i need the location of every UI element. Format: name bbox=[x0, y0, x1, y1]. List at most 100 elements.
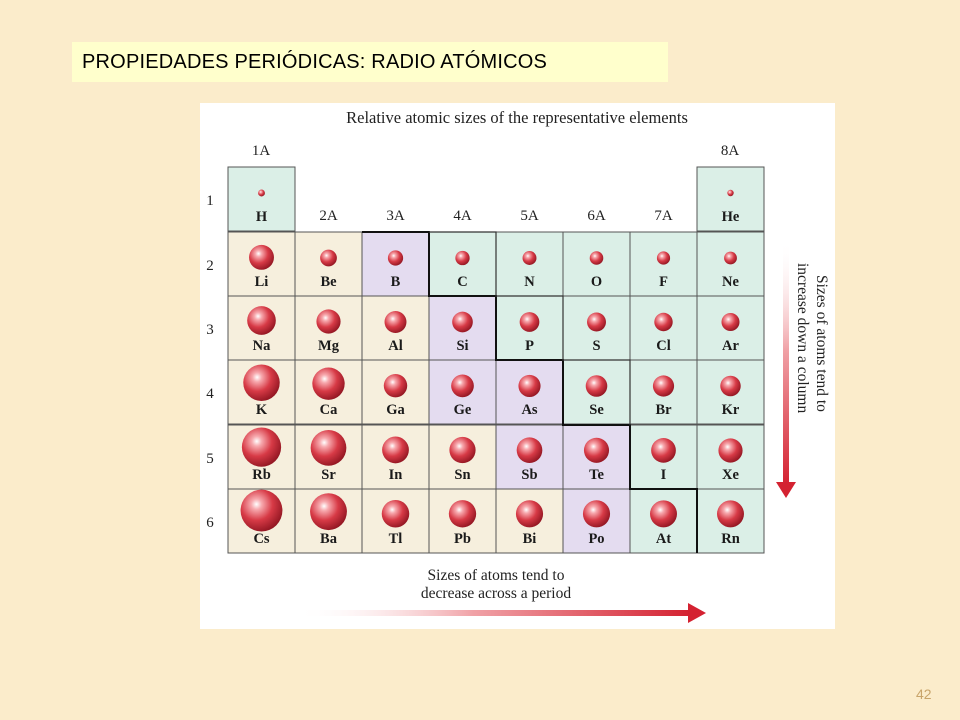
element-symbol: Na bbox=[253, 338, 271, 354]
atom-sphere bbox=[451, 374, 474, 398]
periodic-table-diagram: Relative atomic sizes of the representat… bbox=[206, 108, 830, 623]
element-cell-cs: Cs bbox=[227, 488, 296, 554]
element-cell-ne: Ne bbox=[696, 231, 765, 297]
element-symbol: Ca bbox=[320, 402, 338, 418]
atom-sphere bbox=[583, 437, 610, 463]
element-cell-ge: Ge bbox=[428, 359, 497, 425]
atom-sphere bbox=[519, 312, 540, 332]
period-label-3: 3 bbox=[206, 322, 214, 338]
element-cell-o: O bbox=[562, 231, 631, 297]
atom-sphere bbox=[721, 312, 740, 332]
element-symbol: Ge bbox=[454, 402, 472, 418]
element-symbol: Br bbox=[655, 402, 672, 418]
element-cell-at: At bbox=[629, 488, 698, 554]
element-symbol: N bbox=[524, 274, 535, 290]
element-symbol: B bbox=[391, 274, 401, 290]
atom-sphere bbox=[652, 375, 675, 397]
element-cell-s: S bbox=[562, 295, 631, 361]
element-cell-n: N bbox=[495, 231, 564, 297]
element-symbol: Ga bbox=[386, 402, 405, 418]
atom-sphere bbox=[381, 499, 410, 528]
atom-sphere bbox=[310, 493, 347, 531]
element-cell-li: Li bbox=[227, 231, 296, 297]
element-cell-ca: Ca bbox=[294, 359, 363, 425]
group-header-3a: 3A bbox=[386, 208, 405, 224]
atom-sphere bbox=[448, 500, 477, 528]
period-labels: 1 2 3 4 5 6 bbox=[206, 193, 214, 531]
atom-sphere bbox=[384, 311, 407, 333]
arrow-down-column bbox=[776, 240, 796, 498]
element-cell-pb: Pb bbox=[428, 488, 497, 554]
atom-sphere bbox=[258, 189, 265, 197]
group-header-7a: 7A bbox=[654, 208, 673, 224]
element-symbol: Ba bbox=[320, 531, 338, 547]
atom-sphere bbox=[320, 249, 337, 267]
atom-sphere bbox=[241, 427, 282, 467]
element-symbol: Po bbox=[588, 531, 604, 547]
atom-sphere bbox=[650, 500, 677, 528]
element-symbol: Cs bbox=[253, 531, 269, 547]
arrow-across-period bbox=[296, 603, 706, 623]
atom-sphere bbox=[727, 189, 734, 197]
caption-across-line-2: decrease across a period bbox=[421, 585, 571, 602]
element-symbol: Kr bbox=[722, 402, 740, 418]
element-cell-si: Si bbox=[428, 295, 497, 361]
atom-sphere bbox=[243, 364, 280, 401]
atom-sphere bbox=[249, 244, 274, 270]
atom-sphere bbox=[240, 489, 283, 532]
element-symbol: H bbox=[256, 209, 268, 225]
element-symbol: Se bbox=[589, 402, 604, 418]
caption-across-line-1: Sizes of atoms tend to bbox=[428, 567, 565, 584]
group-header-6a: 6A bbox=[587, 208, 606, 224]
element-cell-rb: Rb bbox=[227, 424, 296, 490]
atom-sphere bbox=[247, 306, 276, 335]
element-symbol: Pb bbox=[454, 531, 471, 547]
element-symbol: Sr bbox=[321, 467, 336, 483]
element-symbol: K bbox=[256, 402, 268, 418]
element-symbol: P bbox=[525, 338, 534, 354]
atom-sphere bbox=[310, 430, 347, 466]
element-symbol: Tl bbox=[389, 531, 403, 547]
element-cell-al: Al bbox=[361, 295, 430, 361]
element-cell-as: As bbox=[495, 359, 564, 425]
element-cell-kr: Kr bbox=[696, 359, 765, 425]
element-symbol: At bbox=[656, 531, 671, 547]
group-header-2a: 2A bbox=[319, 208, 338, 224]
period-label-6: 6 bbox=[206, 515, 214, 531]
atom-sphere bbox=[651, 438, 676, 463]
element-symbol: In bbox=[389, 467, 403, 483]
element-symbol: Bi bbox=[523, 531, 537, 547]
atom-sphere bbox=[382, 436, 409, 464]
element-cell-in: In bbox=[361, 424, 430, 490]
element-cell-he: He bbox=[696, 166, 765, 232]
page-number: 42 bbox=[916, 686, 932, 702]
period-label-2: 2 bbox=[206, 258, 214, 274]
element-cell-cl: Cl bbox=[629, 295, 698, 361]
element-symbol: Al bbox=[388, 338, 403, 354]
element-cell-f: F bbox=[629, 231, 698, 297]
atom-sphere bbox=[585, 375, 608, 397]
period-label-4: 4 bbox=[206, 386, 214, 402]
element-symbol: Li bbox=[255, 274, 269, 290]
element-cell-ar: Ar bbox=[696, 295, 765, 361]
element-cell-ba: Ba bbox=[294, 488, 363, 554]
element-cell-rn: Rn bbox=[696, 488, 765, 554]
element-symbol: Xe bbox=[722, 467, 739, 483]
element-cell-po: Po bbox=[562, 488, 631, 554]
element-symbol: Ne bbox=[722, 274, 739, 290]
atom-sphere bbox=[717, 500, 744, 528]
element-cell-ga: Ga bbox=[361, 359, 430, 425]
group-header-4a: 4A bbox=[453, 208, 472, 224]
element-symbol: F bbox=[659, 274, 668, 290]
atom-sphere bbox=[455, 250, 470, 266]
element-symbol: Sb bbox=[521, 467, 537, 483]
element-symbol: Rn bbox=[721, 531, 740, 547]
atom-sphere bbox=[587, 312, 606, 332]
element-symbol: Si bbox=[456, 338, 468, 354]
caption-down-line-2: increase down a column bbox=[794, 263, 811, 413]
atom-sphere bbox=[720, 375, 741, 397]
element-cell-sr: Sr bbox=[294, 424, 363, 490]
period-label-1: 1 bbox=[206, 193, 214, 209]
atom-sphere bbox=[312, 367, 345, 400]
group-header-5a: 5A bbox=[520, 208, 539, 224]
